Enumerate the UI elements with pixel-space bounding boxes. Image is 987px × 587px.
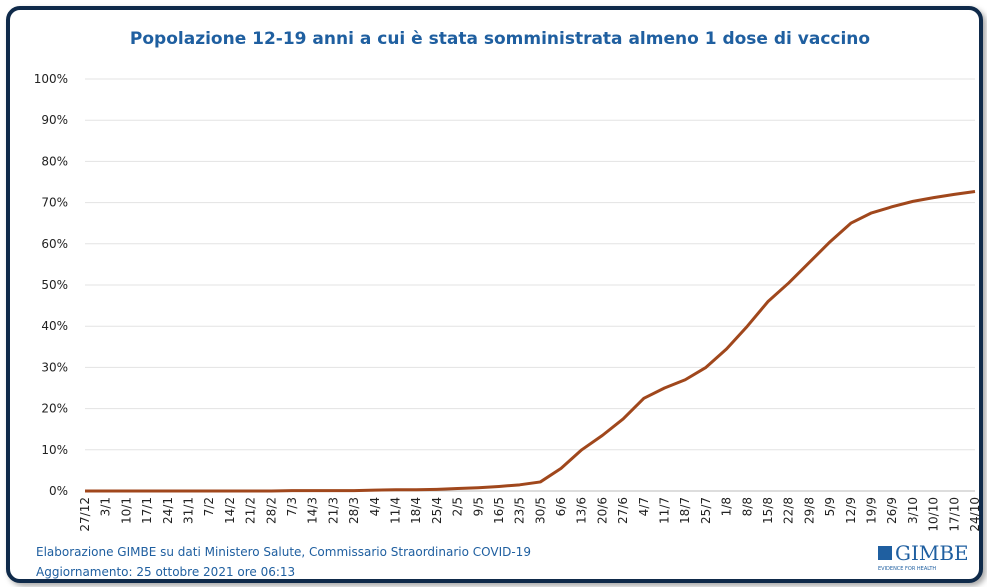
- x-tick-label: 23/5: [513, 497, 527, 524]
- x-tick-label: 27/12: [78, 497, 92, 532]
- x-tick-label: 25/4: [430, 497, 444, 524]
- x-tick-label: 14/2: [223, 497, 237, 524]
- x-tick-label: 13/6: [575, 497, 589, 524]
- x-tick-label: 12/9: [844, 497, 858, 524]
- x-tick-label: 3/10: [906, 497, 920, 524]
- y-tick-label: 20%: [41, 402, 68, 416]
- y-tick-label: 70%: [41, 196, 68, 210]
- x-tick-label: 29/8: [802, 497, 816, 524]
- x-tick-label: 27/6: [616, 497, 630, 524]
- x-tick-label: 19/9: [865, 497, 879, 524]
- update-note: Aggiornamento: 25 ottobre 2021 ore 06:13: [36, 565, 295, 579]
- x-tick-label: 2/5: [451, 497, 465, 516]
- x-tick-label: 18/7: [678, 497, 692, 524]
- x-tick-label: 11/7: [658, 497, 672, 524]
- x-tick-label: 25/7: [699, 497, 713, 524]
- x-tick-label: 17/10: [947, 497, 961, 532]
- x-tick-label: 3/1: [99, 497, 113, 516]
- x-tick-label: 4/7: [637, 497, 651, 516]
- x-tick-label: 22/8: [782, 497, 796, 524]
- chart-title: Popolazione 12-19 anni a cui è stata som…: [130, 29, 870, 49]
- logo: GIMBE: [895, 541, 969, 565]
- y-tick-label: 90%: [41, 113, 68, 127]
- x-tick-label: 31/1: [181, 497, 195, 524]
- x-tick-label: 24/1: [161, 497, 175, 524]
- x-tick-label: 10/1: [119, 497, 133, 524]
- x-tick-label: 30/5: [533, 497, 547, 524]
- y-tick-label: 30%: [41, 360, 68, 374]
- x-tick-label: 15/8: [761, 497, 775, 524]
- x-tick-label: 1/8: [720, 497, 734, 516]
- x-tick-label: 7/3: [285, 497, 299, 516]
- y-tick-label: 10%: [41, 443, 68, 457]
- x-tick-label: 5/9: [823, 497, 837, 516]
- x-tick-label: 17/1: [140, 497, 154, 524]
- x-tick-label: 4/4: [368, 497, 382, 516]
- x-tick-label: 21/3: [326, 497, 340, 524]
- x-tick-label: 26/9: [885, 497, 899, 524]
- x-tick-label: 14/3: [306, 497, 320, 524]
- source-note: Elaborazione GIMBE su dati Ministero Sal…: [36, 545, 531, 559]
- y-tick-label: 100%: [34, 72, 68, 86]
- x-tick-label: 10/10: [927, 497, 941, 532]
- logo-tagline: EVIDENCE FOR HEALTH: [878, 566, 936, 572]
- x-tick-label: 7/2: [202, 497, 216, 516]
- y-tick-label: 40%: [41, 319, 68, 333]
- x-tick-label: 20/6: [595, 497, 609, 524]
- x-tick-label: 16/5: [492, 497, 506, 524]
- x-tick-label: 24/10: [968, 497, 982, 532]
- x-tick-label: 6/6: [554, 497, 568, 516]
- x-tick-label: 28/3: [347, 497, 361, 524]
- x-tick-label: 8/8: [740, 497, 754, 516]
- x-tick-label: 9/5: [471, 497, 485, 516]
- x-tick-label: 21/2: [244, 497, 258, 524]
- x-tick-label: 11/4: [388, 497, 402, 524]
- x-tick-label: 28/2: [264, 497, 278, 524]
- y-tick-label: 60%: [41, 237, 68, 251]
- y-tick-label: 0%: [49, 484, 68, 498]
- y-tick-label: 50%: [41, 278, 68, 292]
- data-line: [85, 189, 976, 493]
- x-tick-label: 18/4: [409, 497, 423, 524]
- y-tick-label: 80%: [41, 154, 68, 168]
- logo-icon: [878, 546, 892, 560]
